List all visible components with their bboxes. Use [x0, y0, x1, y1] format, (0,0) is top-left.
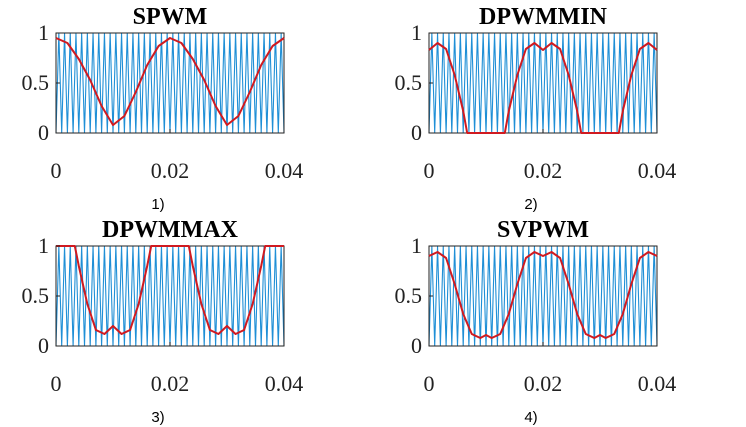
carrier-wave	[55, 245, 285, 347]
chart-title-dpwmmax: DPWMMAX	[102, 217, 239, 243]
reference-signal	[56, 245, 284, 335]
y-tick-label: 0	[38, 333, 49, 358]
x-tick-label: 0	[424, 371, 435, 396]
x-tick-label: 0.04	[265, 371, 304, 396]
x-tick-label: 0	[424, 158, 435, 183]
x-tick-label: 0.04	[265, 158, 304, 183]
reference-signal	[428, 42, 658, 134]
chart-title-spwm: SPWM	[133, 4, 208, 30]
x-tick-label: 0	[51, 371, 62, 396]
y-tick-label: 1	[38, 233, 49, 258]
panel-svpwm: SVPWM 0 0.5 1 0 0.02 0.04 4)	[373, 213, 746, 426]
x-tick-label: 0.04	[638, 371, 677, 396]
panel-spwm: SPWM 0 0.5 1 0 0.02 0.04 1)	[0, 0, 373, 213]
panel-caption: 1)	[151, 196, 164, 213]
y-tick-label: 0.5	[395, 283, 423, 308]
panel-caption: 3)	[151, 409, 164, 426]
panel-dpwmmax: DPWMMAX 0 0.5 1 0 0.02 0.04 3)	[0, 213, 373, 426]
x-tick-label: 0.02	[524, 158, 563, 183]
x-tick-label: 0.02	[151, 371, 190, 396]
reference-signal	[428, 251, 658, 339]
chart-dpwmmin: DPWMMIN 0 0.5 1 0 0.02 0.04 2)	[395, 4, 677, 213]
y-tick-label: 0	[411, 120, 422, 145]
x-tick-label: 0	[51, 158, 62, 183]
y-tick-label: 0.5	[22, 283, 50, 308]
reference-signal	[55, 37, 285, 126]
y-tick-label: 1	[411, 233, 422, 258]
x-tick-label: 0.02	[151, 158, 190, 183]
panel-caption: 2)	[524, 196, 537, 213]
x-tick-label: 0.02	[524, 371, 563, 396]
y-tick-label: 1	[411, 20, 422, 45]
y-tick-label: 0	[38, 120, 49, 145]
x-tick-label: 0.04	[638, 158, 677, 183]
y-tick-label: 0	[411, 333, 422, 358]
y-tick-label: 0.5	[395, 70, 423, 95]
y-tick-label: 1	[38, 20, 49, 45]
chart-svpwm: SVPWM 0 0.5 1 0 0.02 0.04 4)	[395, 217, 677, 426]
carrier-wave	[55, 32, 285, 134]
carrier-wave	[428, 245, 658, 347]
chart-dpwmmax: DPWMMAX 0 0.5 1 0 0.02 0.04 3)	[22, 217, 304, 426]
y-tick-label: 0.5	[22, 70, 50, 95]
chart-title-dpwmmin: DPWMMIN	[479, 4, 608, 30]
panel-caption: 4)	[524, 409, 537, 426]
chart-title-svpwm: SVPWM	[497, 217, 589, 243]
chart-spwm: SPWM 0 0.5 1 0 0.02 0.04 1)	[22, 4, 304, 213]
carrier-wave	[428, 32, 658, 134]
panel-dpwmmin: DPWMMIN 0 0.5 1 0 0.02 0.04 2)	[373, 0, 746, 213]
